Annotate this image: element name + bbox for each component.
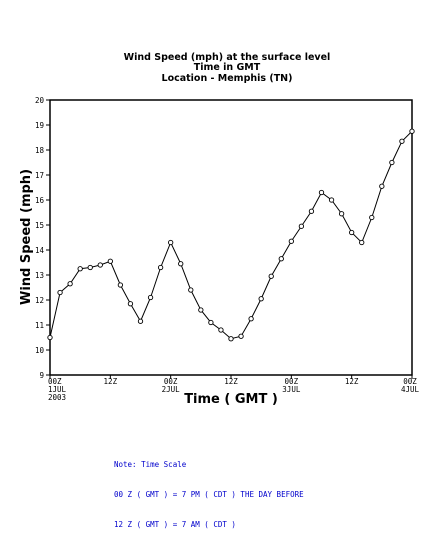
y-tick-label: 12 <box>35 296 44 305</box>
data-point <box>107 258 113 264</box>
data-point <box>117 282 124 288</box>
data-point <box>198 307 204 313</box>
x-axis-label: Time ( GMT ) <box>184 392 278 407</box>
x-tick-label: 00Z <box>48 377 62 386</box>
chart-title-line-2: Time in GMT <box>194 62 261 73</box>
y-tick-label: 17 <box>35 171 44 180</box>
y-tick-label: 20 <box>35 96 45 105</box>
x-tick-label: 12Z <box>345 377 359 386</box>
data-point <box>238 333 244 339</box>
data-point <box>268 273 274 279</box>
data-point <box>359 239 365 246</box>
data-point <box>288 238 294 244</box>
data-point <box>328 197 335 203</box>
data-point <box>47 334 53 341</box>
note-line-1: Note: Time Scale <box>114 460 187 469</box>
data-point <box>308 208 315 214</box>
chart-title-line-3: Location - Memphis (TN) <box>162 73 293 84</box>
plot-area-frame <box>49 99 413 376</box>
data-point <box>168 239 174 246</box>
y-tick-label: 13 <box>35 271 44 280</box>
x-tick-label: 00Z <box>164 377 178 386</box>
time-scale-note: Note: Time Scale 00 Z ( GMT ) = 7 PM ( C… <box>114 440 304 540</box>
x-tick-label: 00Z <box>285 377 299 386</box>
x-tick-label: 2JUL <box>162 385 181 394</box>
chart-title: Wind Speed (mph) at the surface level Ti… <box>124 52 331 84</box>
x-tick-label: 4JUL <box>401 385 420 394</box>
data-point <box>258 296 264 302</box>
data-point <box>178 261 184 267</box>
data-point <box>57 289 63 296</box>
data-point <box>379 183 385 189</box>
y-tick-label: 15 <box>35 221 44 230</box>
data-point <box>157 264 164 271</box>
data-point <box>298 223 305 229</box>
data-point <box>338 211 345 217</box>
data-point <box>208 319 214 326</box>
y-tick-label: 16 <box>35 196 45 205</box>
data-point <box>218 327 224 333</box>
data-point <box>127 301 134 307</box>
series-wind-speed <box>47 128 415 342</box>
data-point <box>399 138 405 144</box>
chart-title-line-1: Wind Speed (mph) at the surface level <box>124 52 331 63</box>
data-point <box>389 159 395 166</box>
data-point <box>228 336 234 342</box>
data-point <box>77 266 83 272</box>
x-tick-label: 2003 <box>48 393 66 402</box>
data-point <box>278 256 284 262</box>
data-point <box>318 189 325 196</box>
data-point <box>87 264 93 271</box>
x-tick-label: 00Z <box>403 377 417 386</box>
data-point <box>349 229 355 236</box>
data-point <box>137 318 144 324</box>
data-point <box>248 316 254 322</box>
note-line-3: 12 Z ( GMT ) = 7 AM ( CDT ) <box>114 520 236 529</box>
data-point <box>188 287 194 293</box>
x-tick-label: 1JUL <box>48 385 67 394</box>
data-point <box>67 281 73 287</box>
y-tick-label: 11 <box>35 321 44 330</box>
y-axis: 9 10 11 12 13 14 15 16 17 18 19 20 <box>35 96 50 380</box>
x-tick-label: 12Z <box>224 377 238 386</box>
y-tick-label: 14 <box>35 246 45 255</box>
note-line-2: 00 Z ( GMT ) = 7 PM ( CDT ) THE DAY BEFO… <box>114 490 304 499</box>
data-point <box>147 294 154 301</box>
data-point <box>409 128 415 134</box>
series-line <box>49 130 413 340</box>
x-tick-label: 12Z <box>104 377 118 386</box>
y-tick-label: 10 <box>35 346 45 355</box>
y-axis-label: Wind Speed (mph) <box>19 169 34 305</box>
data-point <box>369 214 375 221</box>
y-tick-label: 18 <box>35 146 45 155</box>
y-tick-label: 9 <box>39 371 44 380</box>
data-point <box>97 262 103 268</box>
y-tick-label: 19 <box>35 121 44 130</box>
x-tick-label: 3JUL <box>282 385 301 394</box>
